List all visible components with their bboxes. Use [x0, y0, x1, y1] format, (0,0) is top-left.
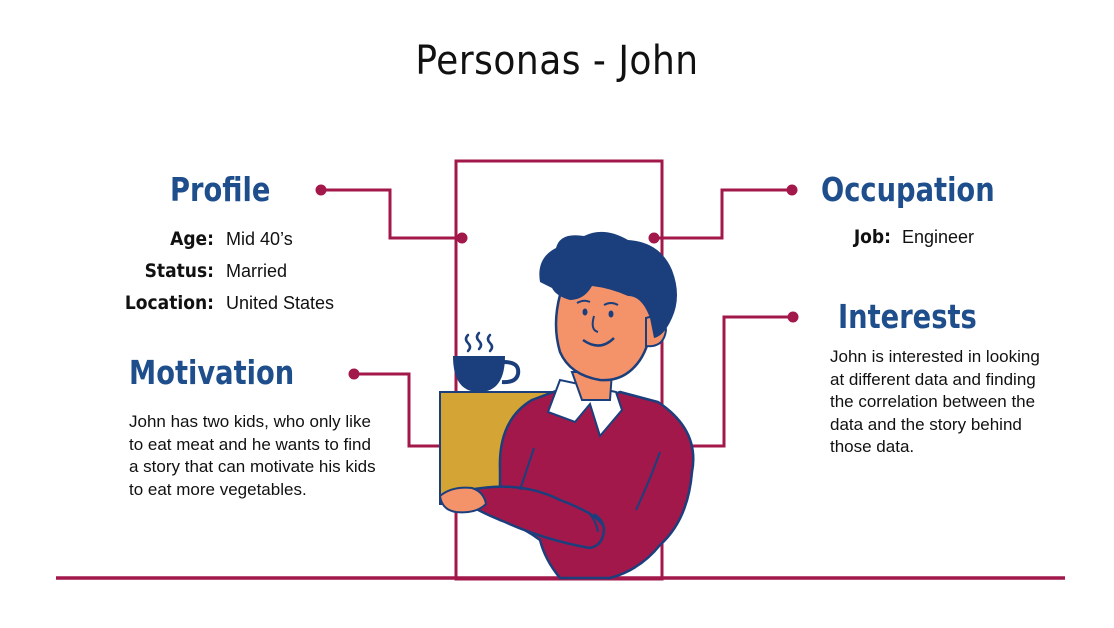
arm [468, 485, 606, 550]
occupation-connector [654, 188, 792, 240]
interests-text: John is interested in looking at differe… [830, 347, 1040, 456]
motivation-connector [354, 372, 442, 448]
occupation-frame-dot [648, 232, 660, 244]
interests-heading: Interests [838, 297, 977, 336]
age-label: Age: [170, 228, 214, 250]
interests-connector [692, 315, 793, 448]
status-label: Status: [144, 260, 214, 282]
hand [438, 486, 488, 514]
motivation-heading: Motivation [129, 353, 295, 392]
occupation-connector-dot [786, 184, 798, 196]
profile-heading: Profile [170, 170, 271, 209]
coffee-cup-icon [453, 331, 521, 392]
location-label: Location: [124, 292, 214, 314]
hair [539, 231, 677, 338]
man-figure [438, 231, 695, 580]
motivation-text: John has two kids, who only like to eat … [129, 412, 376, 499]
profile-frame-dot [456, 232, 468, 244]
profile-connector [321, 188, 462, 240]
page-title: Personas - John [415, 38, 699, 84]
status-value: Married [226, 261, 288, 281]
motivation-connector-dot [348, 368, 360, 380]
age-value: Mid 40’s [226, 229, 293, 249]
profile-connector-dot [315, 184, 327, 196]
interests-connector-dot [787, 311, 799, 323]
location-value: United States [226, 293, 335, 313]
occupation-heading: Occupation [821, 170, 995, 209]
job-value: Engineer [902, 227, 975, 247]
job-label: Job: [853, 226, 891, 248]
